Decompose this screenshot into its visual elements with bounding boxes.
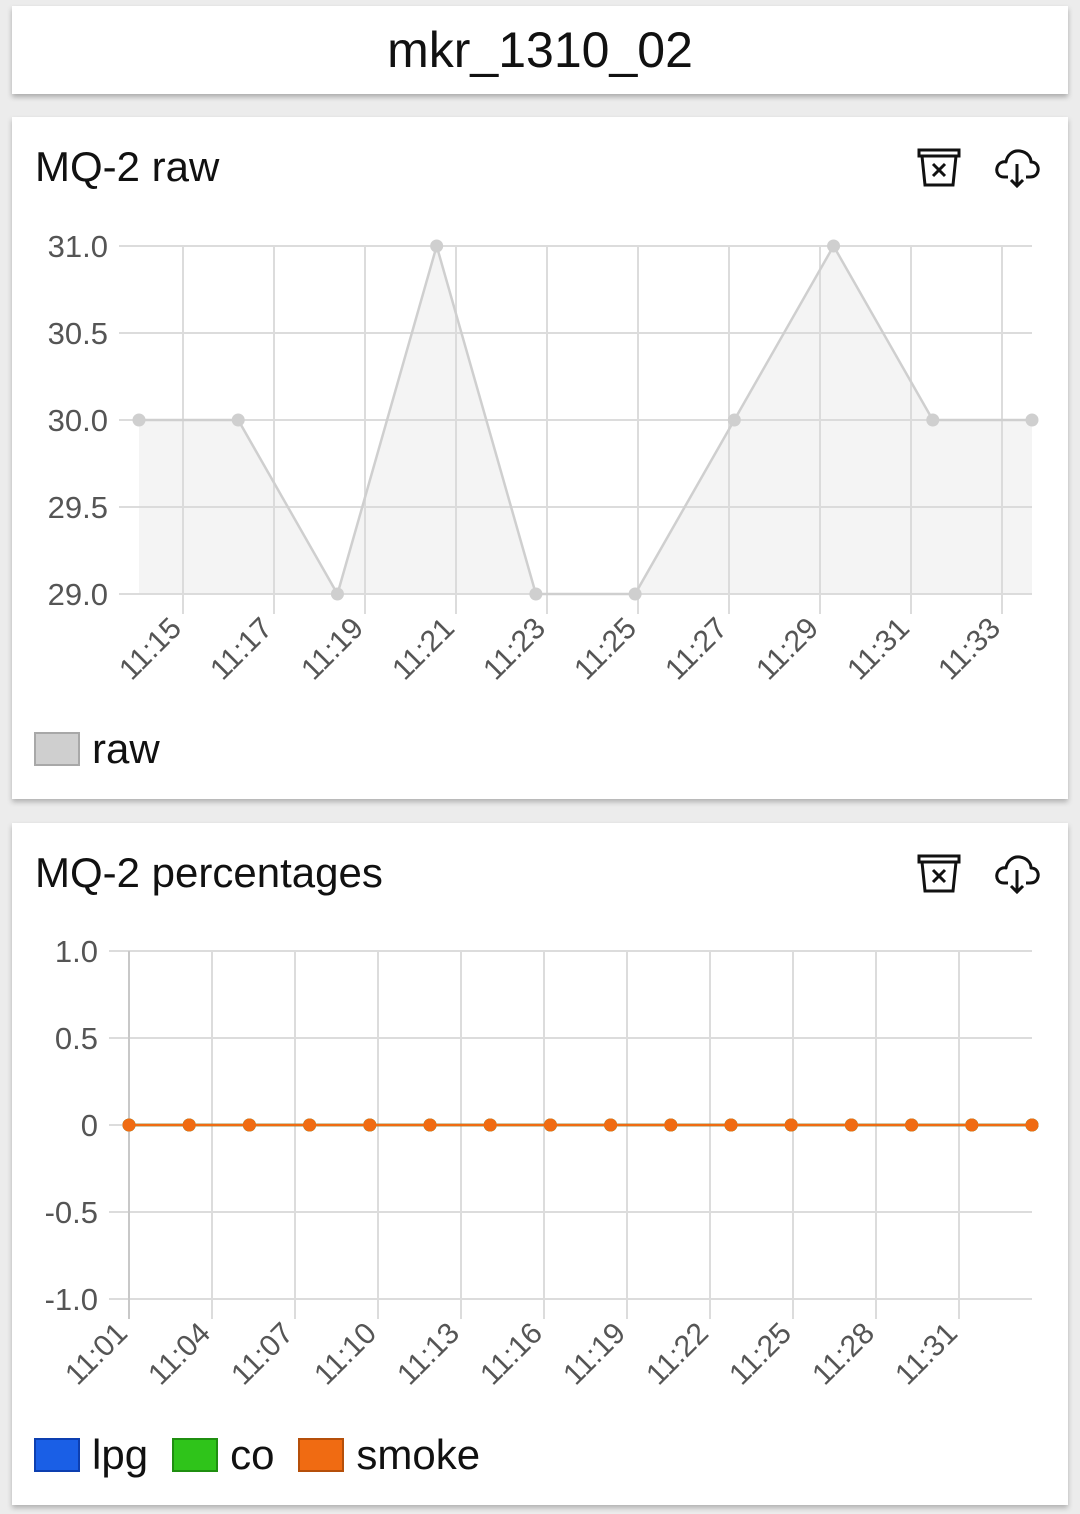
cloud-download-icon[interactable]: [994, 147, 1040, 189]
legend-label: smoke: [356, 1431, 481, 1478]
data-point-smoke: [122, 1118, 136, 1132]
x-tick-label: 11:19: [557, 1317, 632, 1392]
x-tick-label: 11:28: [806, 1317, 881, 1392]
clear-data-icon[interactable]: [916, 853, 962, 895]
data-point-smoke: [483, 1118, 497, 1132]
x-tick-label: 11:27: [659, 612, 734, 687]
data-point-smoke: [242, 1118, 256, 1132]
clear-data-icon[interactable]: [916, 147, 962, 189]
raw-legend: raw: [34, 725, 184, 773]
data-point-smoke: [664, 1118, 678, 1132]
data-point-smoke: [543, 1118, 557, 1132]
legend-swatch: [34, 732, 80, 766]
data-point-smoke: [784, 1118, 798, 1132]
y-tick-label: 30.5: [48, 316, 108, 351]
legend-label: lpg: [92, 1431, 149, 1478]
x-tick-label: 11:33: [932, 612, 1007, 687]
data-point-raw: [628, 587, 642, 601]
series-area-raw: [139, 246, 1032, 594]
legend-item-lpg[interactable]: lpg: [34, 1431, 148, 1479]
percentages-legend: lpg co smoke: [34, 1431, 504, 1479]
x-tick-label: 11:13: [391, 1317, 466, 1392]
legend-label: raw: [92, 725, 160, 772]
x-tick-label: 11:19: [295, 612, 370, 687]
legend-item-raw[interactable]: raw: [34, 725, 160, 773]
data-point-smoke: [363, 1118, 377, 1132]
data-point-smoke: [423, 1118, 437, 1132]
x-tick-label: 11:25: [568, 612, 643, 687]
legend-swatch: [298, 1438, 345, 1472]
data-point-raw: [330, 587, 344, 601]
x-tick-label: 11:22: [640, 1317, 715, 1392]
y-tick-label: 0.5: [55, 1021, 98, 1056]
x-tick-label: 11:31: [889, 1317, 964, 1392]
data-point-raw: [926, 413, 940, 427]
data-point-smoke: [905, 1118, 919, 1132]
data-point-smoke: [844, 1118, 858, 1132]
y-tick-label: 1.0: [55, 934, 98, 969]
percentages-line-chart: 1.0 0.5 0 -0.5 -1.011:01 11:04 11:07 11:10 11:13…: [45, 934, 1039, 1392]
data-point-smoke: [182, 1118, 196, 1132]
y-tick-label: 30.0: [48, 403, 108, 438]
legend-label: co: [230, 1431, 275, 1478]
data-point-raw: [529, 587, 543, 601]
y-tick-label: -1.0: [45, 1282, 98, 1317]
data-point-raw: [132, 413, 146, 427]
x-tick-label: 11:21: [386, 612, 461, 687]
data-point-smoke: [303, 1118, 317, 1132]
x-tick-label: 11:15: [113, 612, 188, 687]
raw-chart-card: MQ-2 raw 31.0 30.5 30.0 29.5 29.0 11:15 11:17 1…: [12, 117, 1068, 799]
card-title: MQ-2 raw: [35, 143, 220, 190]
data-point-raw: [430, 239, 444, 253]
x-tick-label: 11:01: [59, 1317, 134, 1392]
raw-line-chart: 31.0 30.5 30.0 29.5 29.011:15 11:17 11:19 11:21…: [48, 229, 1039, 687]
cloud-download-icon[interactable]: [994, 853, 1040, 895]
data-point-raw: [827, 239, 841, 253]
data-point-smoke: [604, 1118, 618, 1132]
y-tick-label: 0: [81, 1108, 98, 1143]
data-point-raw: [727, 413, 741, 427]
app-header: mkr_1310_02: [12, 6, 1068, 94]
y-tick-label: 31.0: [48, 229, 108, 264]
x-tick-label: 11:16: [474, 1317, 549, 1392]
series-line-raw: [139, 241, 1032, 598]
x-tick-label: 11:31: [841, 612, 916, 687]
x-tick-label: 11:29: [750, 612, 825, 687]
x-tick-label: 11:23: [477, 612, 552, 687]
data-point-smoke: [1025, 1118, 1039, 1132]
legend-item-smoke[interactable]: smoke: [298, 1431, 480, 1479]
card-title: MQ-2 percentages: [35, 849, 383, 896]
y-tick-label: -0.5: [45, 1195, 98, 1230]
y-tick-label: 29.0: [48, 577, 108, 612]
y-tick-label: 29.5: [48, 490, 108, 525]
legend-swatch: [172, 1438, 219, 1472]
legend-swatch: [34, 1438, 80, 1472]
data-point-smoke: [965, 1118, 979, 1132]
data-point-raw: [231, 413, 245, 427]
data-point-smoke: [724, 1118, 738, 1132]
x-tick-label: 11:10: [308, 1317, 383, 1392]
x-tick-label: 11:25: [723, 1317, 798, 1392]
percentages-chart-card: MQ-2 percentages 1.0 0.5 0 -0.5 -1.0 11:01 11:…: [12, 823, 1068, 1505]
device-title: mkr_1310_02: [387, 22, 693, 78]
x-tick-label: 11:17: [204, 612, 279, 687]
data-point-raw: [1025, 413, 1039, 427]
legend-item-co[interactable]: co: [172, 1431, 274, 1479]
x-tick-label: 11:07: [225, 1317, 300, 1392]
x-tick-label: 11:04: [142, 1317, 217, 1392]
